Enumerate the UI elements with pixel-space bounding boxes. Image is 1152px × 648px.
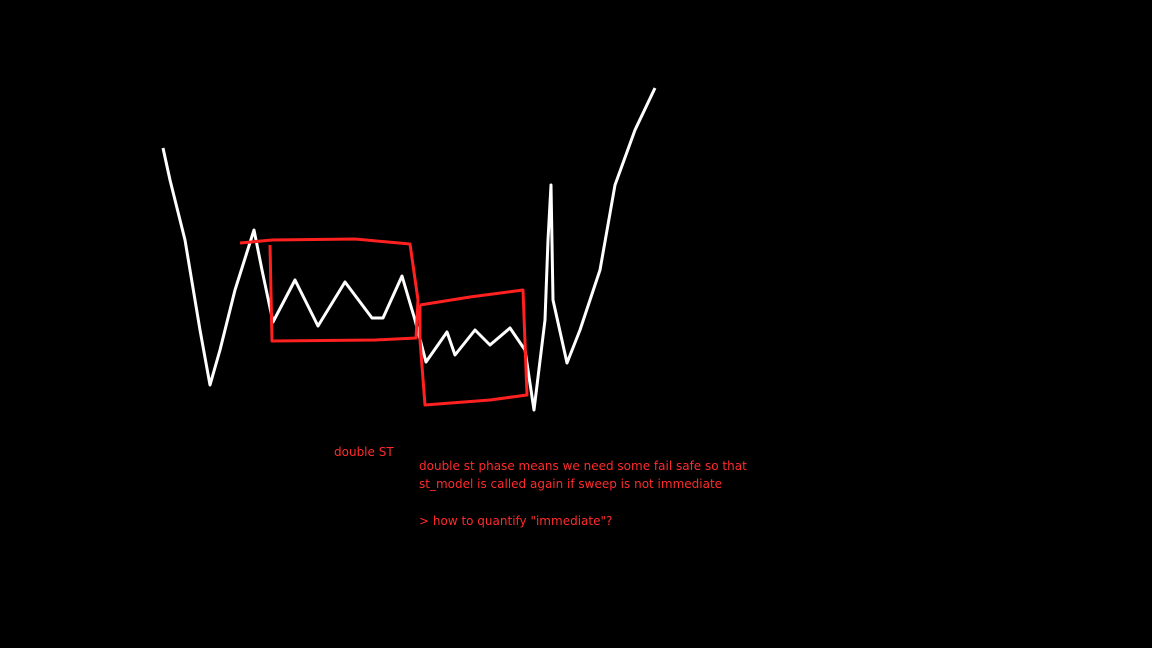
note-line: st_model is called again if sweep is not…	[419, 477, 723, 491]
price-path	[161, 87, 657, 412]
note-line: double st phase means we need some fail …	[419, 459, 747, 473]
tag-label: double ST	[334, 445, 394, 459]
range-box-1	[239, 237, 420, 343]
question: > how to quantify "immediate"?	[419, 514, 613, 528]
range-box-2	[418, 288, 529, 407]
